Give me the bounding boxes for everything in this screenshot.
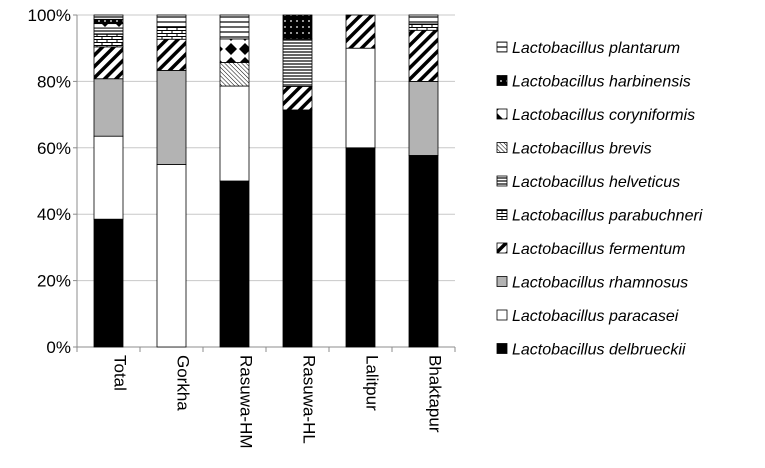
bar-segment-lactobacillus-parabuchneri-gorkha	[156, 26, 187, 40]
legend-label: Lactobacillus rhamnosus	[512, 275, 688, 292]
bar-segment-lactobacillus-coryniformis-rasuwa-hm	[219, 38, 250, 63]
legend-swatch	[496, 209, 508, 220]
bar-segment-lactobacillus-paracasei-total	[93, 135, 124, 220]
legend-swatch	[496, 276, 508, 287]
legend-swatch	[496, 242, 508, 254]
bar-segment-lactobacillus-parabuchneri-total	[93, 33, 124, 48]
bar-segment-lactobacillus-delbrueckii-bhaktapur	[408, 155, 439, 348]
bar-segment-lactobacillus-plantarum-gorkha	[156, 14, 187, 28]
bar-segment-lactobacillus-fermentum-total	[93, 46, 124, 80]
legend-entry: Lactobacillus harbinensis	[496, 74, 691, 91]
legend-swatch	[496, 108, 508, 120]
bar-segment-lactobacillus-delbrueckii-rasuwa-hl	[282, 109, 313, 348]
y-tick-label: 40%	[37, 205, 71, 224]
legend-swatch	[496, 343, 508, 354]
x-category-label: Rasuwa-HM	[237, 355, 256, 449]
bar-segment-lactobacillus-delbrueckii-rasuwa-hm	[219, 180, 250, 348]
legend-swatch	[496, 142, 508, 153]
bar-segment-lactobacillus-plantarum-rasuwa-hm	[219, 14, 250, 40]
bar-segment-lactobacillus-rhamnosus-gorkha	[156, 70, 187, 165]
category-labels: Total Gorkha Rasuwa-HM Rasuwa-HL Lalitpur Bha…	[111, 355, 445, 449]
y-tick-label: 20%	[37, 272, 71, 291]
legend-label: Lactobacillus coryniformis	[512, 107, 695, 124]
bar-segment-lactobacillus-helveticus-rasuwa-hl	[282, 38, 313, 87]
legend-entry: Lactobacillus helveticus	[496, 174, 680, 191]
y-tick-label: 100%	[28, 6, 71, 25]
bar-segment-lactobacillus-brevis-rasuwa-hm	[219, 62, 250, 87]
bar-segment-lactobacillus-delbrueckii-total	[93, 218, 124, 348]
x-category-label: Gorkha	[174, 355, 193, 411]
legend-label: Lactobacillus paracasei	[512, 308, 679, 325]
x-category-label: Lalitpur	[363, 355, 382, 411]
legend-label: Lactobacillus brevis	[512, 141, 652, 158]
bar-segment-lactobacillus-plantarum-total	[93, 14, 124, 20]
x-category-label: Bhaktapur	[426, 355, 445, 433]
bar-segment-lactobacillus-delbrueckii-lalitpur	[345, 147, 376, 348]
bar-segment-lactobacillus-fermentum-gorkha	[156, 38, 187, 71]
legend-swatch	[496, 175, 508, 187]
x-category-label: Total	[111, 355, 130, 391]
legend-entry: Lactobacillus coryniformis	[496, 107, 695, 124]
legend-swatch	[496, 75, 508, 86]
bar-segment-lactobacillus-rhamnosus-total	[93, 78, 124, 137]
bar-segment-lactobacillus-coryniformis-total	[93, 23, 124, 29]
legend-label: Lactobacillus helveticus	[512, 174, 680, 191]
y-tick-label: 60%	[37, 139, 71, 158]
bar-segment-lactobacillus-fermentum-bhaktapur	[408, 29, 439, 82]
y-tick-label: 0%	[46, 338, 71, 357]
axes: 0% 20% 40% 60% 80% 100%	[28, 6, 456, 357]
legend-entry: Lactobacillus fermentum	[496, 241, 685, 258]
gridlines	[77, 14, 455, 282]
legend-entry: Lactobacillus paracasei	[496, 308, 679, 325]
legend: Lactobacillus plantarum Lactobacillus har…	[496, 40, 703, 359]
legend-label: Lactobacillus delbrueckii	[512, 342, 686, 359]
legend-swatch	[496, 309, 508, 321]
bar-segment-lactobacillus-fermentum-lalitpur	[345, 14, 376, 49]
legend-entry: Lactobacillus brevis	[496, 141, 652, 158]
bar-segment-lactobacillus-parabuchneri-bhaktapur	[408, 23, 439, 31]
legend-label: Lactobacillus plantarum	[512, 40, 680, 57]
bars	[93, 14, 439, 348]
bar-segment-lactobacillus-plantarum-bhaktapur	[408, 14, 439, 25]
bar-segment-lactobacillus-harbinensis-total	[93, 18, 124, 25]
bar-segment-lactobacillus-paracasei-gorkha	[156, 163, 187, 348]
bar-segment-lactobacillus-fermentum-rasuwa-hl	[282, 85, 313, 111]
legend-entry: Lactobacillus parabuchneri	[496, 208, 703, 225]
bar-segment-lactobacillus-paracasei-rasuwa-hm	[219, 85, 250, 182]
legend-label: Lactobacillus harbinensis	[512, 74, 691, 91]
y-tick-label: 80%	[37, 72, 71, 91]
bar-segment-lactobacillus-harbinensis-rasuwa-hl	[282, 14, 313, 40]
bar-segment-lactobacillus-helveticus-total	[93, 27, 124, 35]
legend-label: Lactobacillus fermentum	[512, 241, 685, 258]
legend-entry: Lactobacillus delbrueckii	[496, 342, 686, 359]
legend-label: Lactobacillus parabuchneri	[512, 208, 703, 225]
legend-entry: Lactobacillus rhamnosus	[496, 275, 688, 292]
bar-segment-lactobacillus-rhamnosus-bhaktapur	[408, 81, 439, 156]
x-category-label: Rasuwa-HL	[300, 355, 319, 444]
legend-entry: Lactobacillus plantarum	[496, 40, 680, 57]
bar-segment-lactobacillus-paracasei-lalitpur	[345, 47, 376, 149]
legend-swatch	[496, 41, 508, 53]
